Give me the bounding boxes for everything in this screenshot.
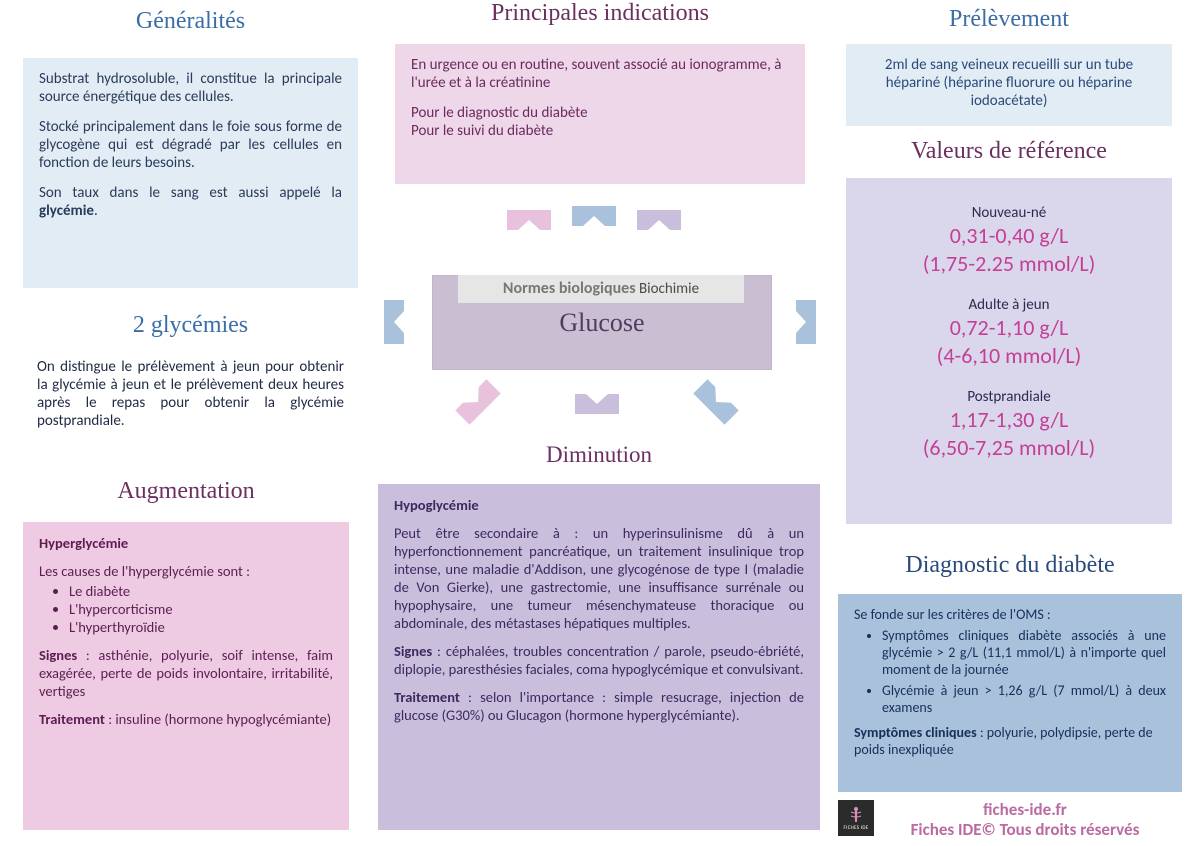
arrow-right: [796, 300, 816, 344]
diminution-traitement: Traitement : selon l'importance : simple…: [394, 688, 804, 724]
generalites-p3: Son taux dans le sang est aussi appelé l…: [39, 184, 342, 220]
augmentation-causes-intro: Les causes de l'hyperglycémie sont :: [39, 562, 333, 580]
generalites-p2: Stocké principalement dans le foie sous …: [39, 118, 342, 172]
indications-p3: Pour le suivi du diabète: [411, 122, 789, 140]
footer-site: fiches-ide.fr: [870, 800, 1180, 820]
augmentation-sub: Hyperglycémie: [39, 534, 333, 552]
diagnostic-li2: Glycémie à jeun > 1,26 g/L (7 mmol/L) à …: [882, 682, 1166, 716]
glycemies-box: On distingue le prélèvement à jeun pour …: [23, 358, 358, 454]
valeurs-gl-2: 1,17-1,30 g/L: [862, 406, 1156, 434]
diagnostic-li1: Symptômes cliniques diabète associés à u…: [882, 627, 1166, 678]
generalites-box: Substrat hydrosoluble, il constitue la p…: [23, 58, 358, 288]
diminution-heading: Diminution: [378, 442, 820, 480]
augmentation-c3: L'hyperthyroïdie: [69, 618, 333, 636]
augmentation-box: Hyperglycémie Les causes de l'hyperglycé…: [23, 522, 349, 830]
generalites-p1: Substrat hydrosoluble, il constitue la p…: [39, 70, 342, 106]
diminution-box: Hypoglycémie Peut être secondaire à : un…: [378, 484, 820, 830]
arrow-left: [384, 300, 404, 344]
valeurs-gl-0: 0,31-0,40 g/L: [862, 222, 1156, 250]
footer-text: fiches-ide.fr Fiches IDE© Tous droits ré…: [870, 800, 1180, 840]
hub-subtitle-light: Biochimie: [639, 280, 699, 298]
augmentation-c1: Le diabète: [69, 582, 333, 600]
valeurs-box: Nouveau-né 0,31-0,40 g/L (1,75-2.25 mmol…: [846, 178, 1172, 524]
valeurs-label-1: Adulte à jeun: [862, 296, 1156, 314]
prelevement-heading: Prélèvement: [846, 6, 1172, 40]
indications-p2: Pour le diagnostic du diabète: [411, 104, 789, 122]
caduceus-icon: [849, 806, 863, 824]
augmentation-traitement: Traitement : insuline (hormone hypoglycé…: [39, 710, 333, 728]
indications-heading: Principales indications: [395, 0, 805, 36]
valeurs-mmol-1: (4-6,10 mmol/L): [862, 342, 1156, 370]
diagnostic-intro: Se fonde sur les critères de l'OMS :: [854, 606, 1166, 623]
footer-logo: FICHES IDE: [838, 800, 874, 836]
arrow-down-mid: [575, 394, 619, 414]
glycemies-p: On distingue le prélèvement à jeun pour …: [37, 358, 344, 430]
footer-logo-text: FICHES IDE: [844, 825, 869, 831]
diminution-sub: Hypoglycémie: [394, 496, 804, 514]
valeurs-mmol-2: (6,50-7,25 mmol/L): [862, 434, 1156, 462]
hub-title: Glucose: [432, 308, 772, 338]
valeurs-mmol-0: (1,75-2.25 mmol/L): [862, 250, 1156, 278]
diagnostic-list: Symptômes cliniques diabète associés à u…: [854, 627, 1166, 716]
indications-box: En urgence ou en routine, souvent associ…: [395, 44, 805, 184]
generalites-heading: Généralités: [23, 8, 358, 44]
diagnostic-heading: Diagnostic du diabète: [838, 552, 1182, 590]
glycemies-heading: 2 glycémies: [23, 312, 358, 348]
hub-subtitle: Normes biologiques Biochimie: [458, 275, 744, 303]
diminution-p1: Peut être secondaire à : un hyperinsulin…: [394, 524, 804, 632]
arrow-down-right-corner: [693, 379, 738, 424]
augmentation-heading: Augmentation: [23, 478, 349, 516]
augmentation-c2: L'hypercorticisme: [69, 600, 333, 618]
diagnostic-box: Se fonde sur les critères de l'OMS : Sym…: [838, 594, 1182, 792]
arrow-up-right: [637, 210, 681, 230]
arrow-up-mid: [572, 206, 616, 226]
prelevement-p: 2ml de sang veineux recueilli sur un tub…: [862, 56, 1156, 110]
arrow-up-left: [507, 210, 551, 230]
augmentation-signes: Signes : asthénie, polyurie, soif intens…: [39, 646, 333, 700]
prelevement-box: 2ml de sang veineux recueilli sur un tub…: [846, 44, 1172, 126]
hub-subtitle-bold: Normes biologiques: [503, 279, 636, 298]
augmentation-causes-list: Le diabète L'hypercorticisme L'hyperthyr…: [39, 582, 333, 636]
valeurs-label-2: Postprandiale: [862, 388, 1156, 406]
diminution-signes: Signes : céphalées, troubles concentrati…: [394, 642, 804, 678]
footer-copyright: Fiches IDE© Tous droits réservés: [870, 820, 1180, 840]
valeurs-heading: Valeurs de référence: [846, 138, 1172, 176]
diagnostic-symptomes: Symptômes cliniques : polyurie, polydips…: [854, 724, 1166, 758]
indications-p1: En urgence ou en routine, souvent associ…: [411, 56, 789, 92]
valeurs-gl-1: 0,72-1,10 g/L: [862, 314, 1156, 342]
arrow-down-left-corner: [455, 379, 500, 424]
valeurs-label-0: Nouveau-né: [862, 204, 1156, 222]
